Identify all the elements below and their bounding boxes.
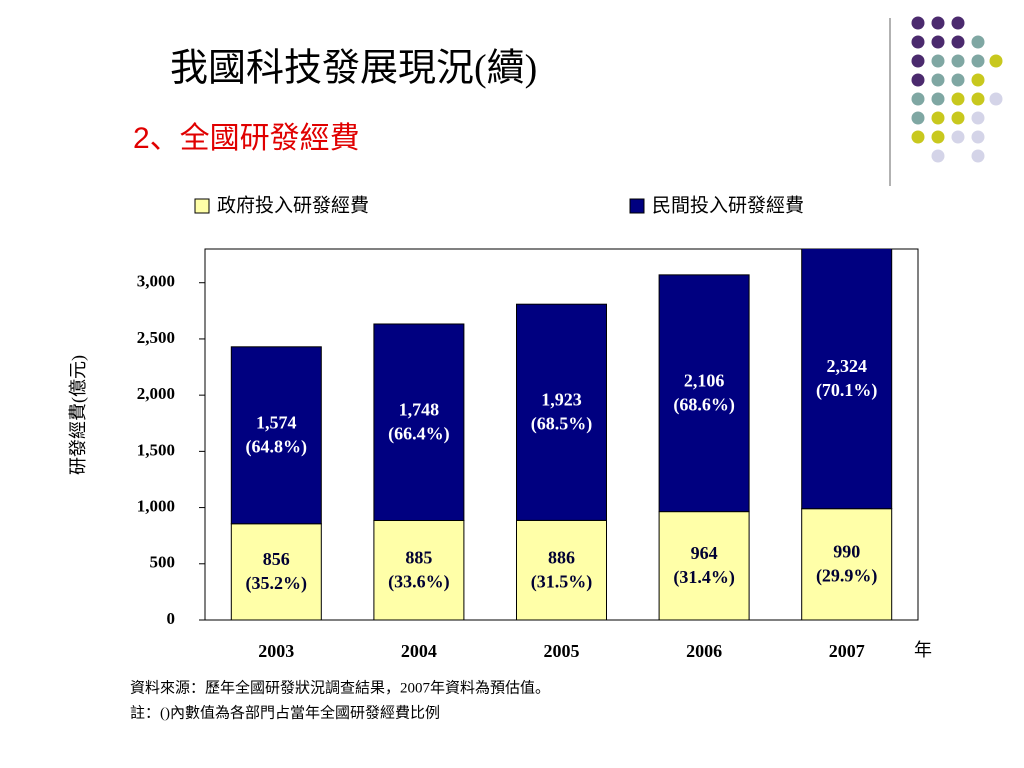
bar-segment xyxy=(516,303,607,521)
x-tick-label: 2007 xyxy=(829,641,865,661)
y-tick-label: 3,000 xyxy=(137,272,175,291)
value-label: 1,748 xyxy=(399,399,440,419)
x-tick-label: 2006 xyxy=(686,641,722,661)
share-label: (31.4%) xyxy=(673,567,735,588)
slide-title: 我國科技發展現況(續) xyxy=(170,48,537,90)
legend-swatch xyxy=(194,198,210,214)
bar-segment xyxy=(373,520,465,621)
y-tick-label: 1,500 xyxy=(137,440,175,459)
value-label: 885 xyxy=(405,547,432,567)
share-label: (31.5%) xyxy=(531,571,593,592)
y-tick-label: 500 xyxy=(150,553,176,572)
value-label: 990 xyxy=(833,541,860,561)
share-label: (68.5%) xyxy=(531,413,593,434)
note: 註：()內數值為各部門占當年全國研發經費比例 xyxy=(130,703,440,721)
bar-segment xyxy=(516,519,607,621)
bar-segment xyxy=(658,511,750,621)
value-label: 2,106 xyxy=(684,370,725,390)
x-tick-label: 2003 xyxy=(258,641,294,661)
value-label: 886 xyxy=(548,547,575,567)
bar-segment xyxy=(658,274,750,513)
value-label: 1,574 xyxy=(256,412,297,432)
decor-dots xyxy=(911,16,1003,163)
share-label: (68.6%) xyxy=(673,394,735,415)
value-label: 1,923 xyxy=(541,389,582,409)
x-tick-label: 2004 xyxy=(401,641,437,661)
slide-subtitle: 2、全國研發經費 xyxy=(133,122,360,155)
legend-swatch xyxy=(629,198,645,214)
share-label: (66.4%) xyxy=(388,423,450,444)
share-label: (35.2%) xyxy=(246,573,308,594)
y-tick-label: 0 xyxy=(167,609,176,628)
share-label: (33.6%) xyxy=(388,571,450,592)
share-label: (29.9%) xyxy=(816,565,878,586)
y-tick-label: 1,000 xyxy=(137,496,175,515)
x-unit: 年 xyxy=(914,640,932,660)
x-tick-label: 2005 xyxy=(544,641,580,661)
y-tick-label: 2,500 xyxy=(137,328,175,347)
bar-segment xyxy=(801,249,893,510)
y-tick-label: 2,000 xyxy=(137,384,175,403)
y-axis-label: 研發經費(億元) xyxy=(68,355,89,475)
bar-segment xyxy=(801,508,893,621)
value-label: 856 xyxy=(263,549,290,569)
legend-label: 政府投入研發經費 xyxy=(217,194,369,216)
share-label: (70.1%) xyxy=(816,380,878,401)
bar-segment xyxy=(230,346,322,525)
bar-segment xyxy=(230,523,322,621)
note: 資料來源：歷年全國研發狀況調查結果，2007年資料為預估值。 xyxy=(130,678,550,696)
legend-label: 民間投入研發經費 xyxy=(652,194,804,216)
bar-segment xyxy=(373,323,465,522)
value-label: 2,324 xyxy=(826,356,867,376)
share-label: (64.8%) xyxy=(246,436,308,457)
value-label: 964 xyxy=(691,543,718,563)
